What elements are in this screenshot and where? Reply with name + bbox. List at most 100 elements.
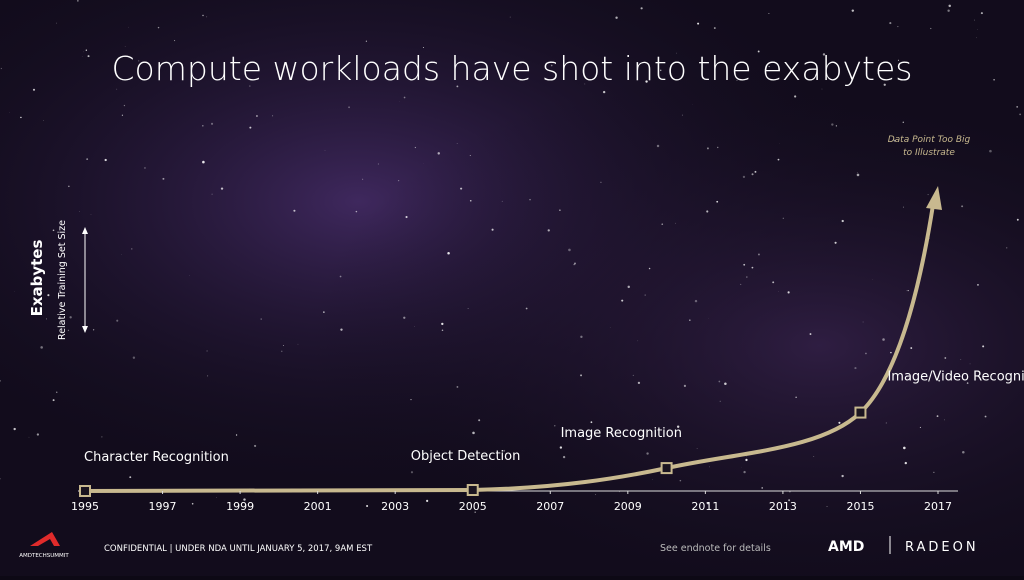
star [33, 89, 35, 91]
star [889, 22, 891, 24]
star [441, 323, 443, 325]
star [697, 448, 698, 449]
star [1016, 106, 1018, 108]
x-tick-label: 2013 [769, 500, 797, 513]
star [281, 351, 282, 352]
star [649, 268, 651, 270]
star [982, 345, 984, 347]
star [989, 150, 992, 153]
star [706, 210, 708, 212]
star [272, 115, 273, 116]
x-tick-label: 1997 [149, 500, 177, 513]
star [831, 123, 833, 125]
star [633, 375, 634, 376]
star [211, 123, 213, 125]
star [563, 456, 565, 458]
star [236, 434, 237, 435]
star [835, 242, 837, 244]
star [88, 55, 90, 57]
x-tick-label: 2011 [691, 500, 719, 513]
star [29, 437, 30, 438]
star [752, 267, 754, 269]
star [720, 401, 721, 402]
milestone-marker [468, 485, 478, 495]
star [470, 155, 471, 156]
star [993, 79, 995, 81]
star [202, 15, 203, 16]
star [254, 445, 256, 447]
milestone-marker [80, 486, 90, 496]
star [628, 286, 630, 288]
star [79, 211, 80, 212]
star [661, 223, 663, 225]
star [977, 284, 979, 286]
x-tick-label: 2007 [536, 500, 564, 513]
x-tick-label: 2003 [381, 500, 409, 513]
star [758, 254, 760, 256]
star [426, 500, 428, 502]
star [905, 462, 907, 464]
star [961, 205, 963, 207]
star [366, 505, 368, 507]
star [910, 347, 912, 349]
milestone-label: Image/Video Recognition [887, 370, 1024, 385]
y-axis-sublabel: Relative Training Set Size [57, 220, 68, 340]
star [755, 171, 757, 173]
star [836, 125, 837, 126]
star [838, 422, 840, 424]
star [645, 294, 646, 295]
star [559, 209, 561, 211]
star [865, 353, 867, 355]
star [348, 106, 350, 108]
star [985, 416, 987, 418]
star [125, 46, 126, 47]
star [122, 115, 123, 116]
star [1, 68, 2, 69]
star [101, 436, 102, 437]
star [470, 200, 472, 202]
star [745, 459, 747, 461]
star [740, 284, 741, 285]
star [882, 338, 885, 341]
star [897, 26, 898, 27]
star [526, 308, 528, 310]
star [886, 423, 887, 424]
star [20, 117, 21, 118]
star [857, 172, 858, 173]
star [903, 122, 904, 123]
star [131, 248, 133, 250]
star [718, 381, 720, 383]
star [697, 23, 699, 25]
star [977, 29, 978, 30]
x-tick-label: 2015 [846, 500, 874, 513]
star [133, 357, 135, 359]
star [857, 174, 860, 177]
star [707, 147, 709, 149]
star [908, 290, 909, 291]
star [600, 182, 601, 183]
star [746, 276, 747, 277]
star [478, 419, 480, 421]
star [778, 159, 780, 161]
star [325, 150, 326, 151]
star [933, 472, 934, 473]
star [93, 329, 94, 330]
star [591, 421, 593, 423]
star [907, 290, 908, 291]
x-tick-label: 2017 [924, 500, 952, 513]
star [202, 125, 203, 126]
star [43, 120, 44, 121]
star [675, 223, 676, 224]
star [619, 491, 620, 492]
star [162, 178, 164, 180]
star [641, 7, 643, 9]
star [580, 336, 582, 338]
star [854, 367, 856, 369]
star [492, 229, 494, 231]
star [174, 40, 175, 41]
confidential-note: CONFIDENTIAL | UNDER NDA UNTIL JANUARY 5… [104, 544, 373, 554]
star [684, 385, 686, 387]
star [221, 187, 223, 189]
star [974, 20, 975, 21]
